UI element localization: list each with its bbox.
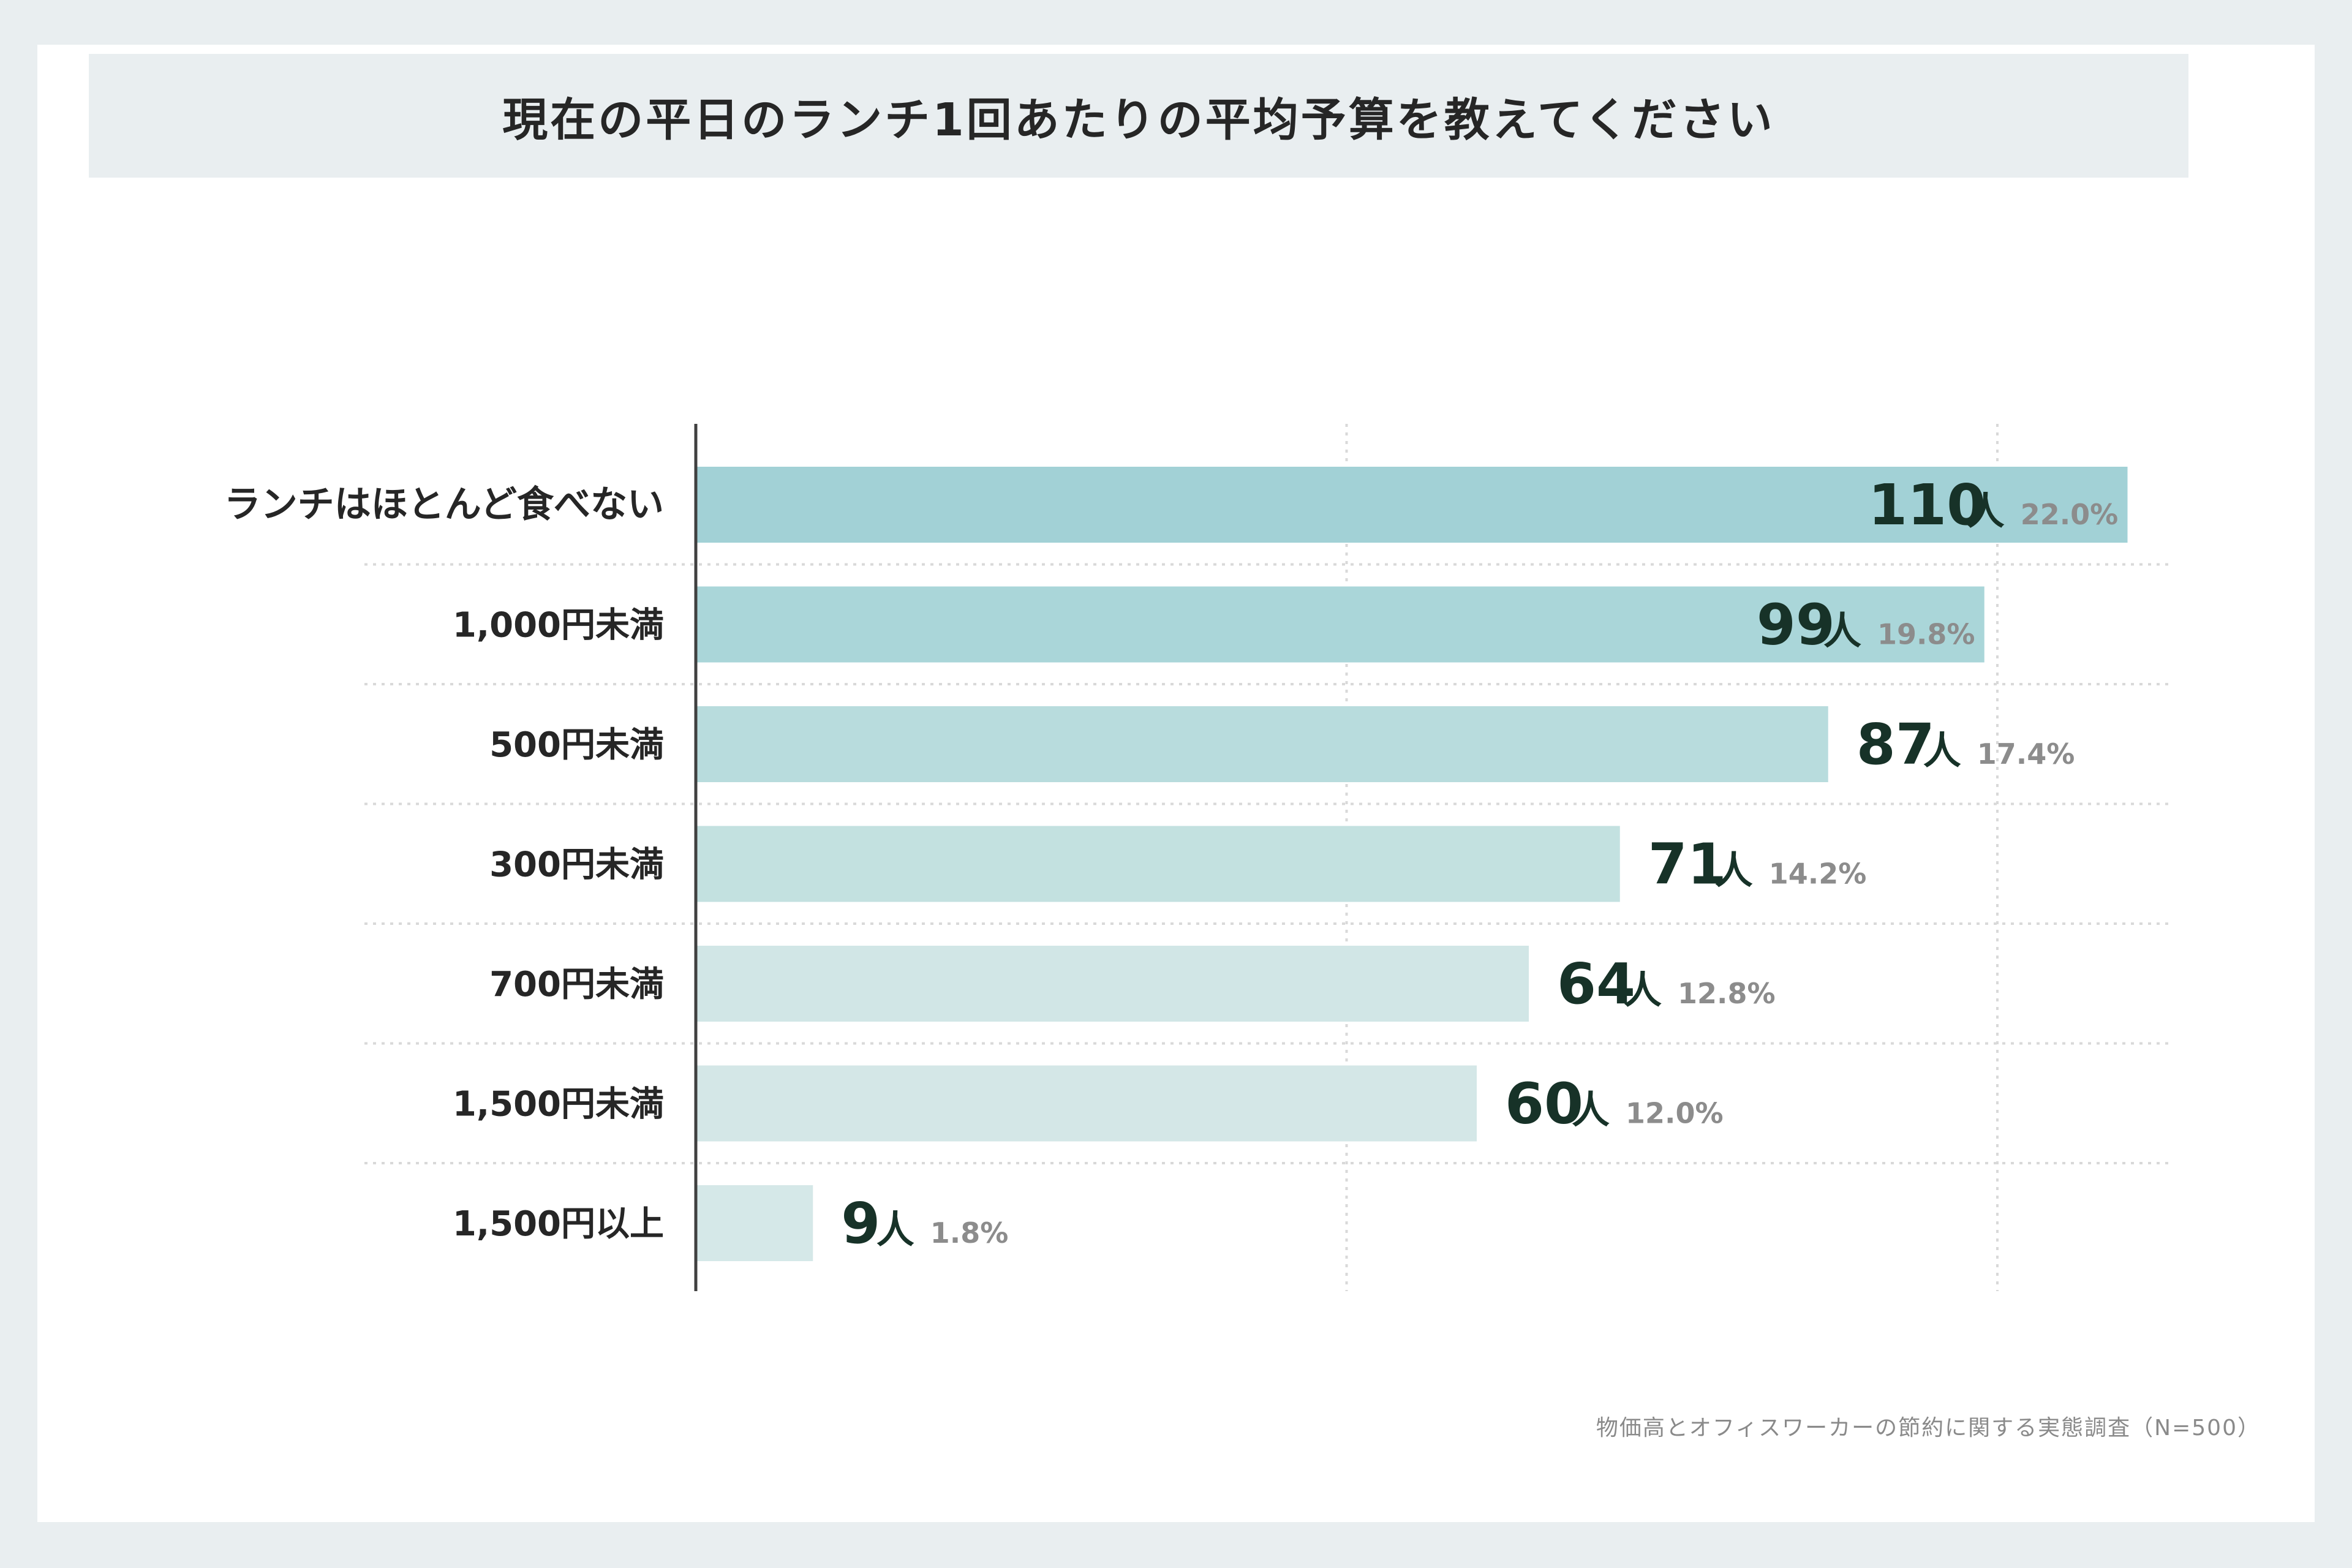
value-label-1: 110	[1868, 472, 1986, 538]
value-label-4: 71	[1648, 832, 1727, 897]
percent-label-3: 17.4%	[1977, 737, 2075, 771]
bar-5	[696, 946, 1529, 1022]
bar-1	[696, 467, 2128, 543]
category-label-5: 700円未満	[489, 965, 664, 1005]
value-unit-7: 人	[876, 1207, 914, 1252]
title-band: 現在の平日のランチ1回あたりの平均予算を教えてください	[89, 54, 2188, 178]
percent-label-5: 12.8%	[1678, 977, 1776, 1010]
percent-label-1: 22.0%	[2021, 498, 2119, 531]
value-unit-4: 人	[1715, 848, 1753, 893]
bar-6	[696, 1065, 1477, 1142]
value-label-6: 60	[1505, 1071, 1583, 1137]
value-unit-6: 人	[1572, 1088, 1610, 1133]
source-note: 物価高とオフィスワーカーの節約に関する実態調査（N=500）	[1596, 1415, 2261, 1441]
value-unit-2: 人	[1823, 609, 1861, 654]
value-unit-3: 人	[1923, 728, 1961, 773]
bar-3	[696, 706, 1828, 782]
percent-label-2: 19.8%	[1877, 618, 1975, 651]
grid-layer	[364, 424, 2171, 1291]
category-label-7: 1,500円以上	[453, 1204, 664, 1244]
percent-label-6: 12.0%	[1626, 1097, 1724, 1130]
category-label-1: ランチはほとんど食べない	[224, 483, 664, 526]
bar-7	[696, 1185, 813, 1261]
bar-2	[696, 586, 1985, 663]
category-label-4: 300円未満	[489, 845, 664, 885]
category-label-3: 500円未満	[489, 725, 664, 765]
percent-label-4: 14.2%	[1769, 858, 1867, 891]
percent-label-7: 1.8%	[930, 1216, 1009, 1250]
chart-title: 現在の平日のランチ1回あたりの平均予算を教えてください	[502, 93, 1775, 146]
bars-layer	[696, 467, 2128, 1261]
value-unit-1: 人	[1967, 489, 2005, 533]
bar-4	[696, 826, 1620, 902]
value-label-5: 64	[1557, 951, 1635, 1017]
category-label-2: 1,000円未満	[453, 606, 664, 646]
value-label-7: 9	[841, 1191, 880, 1256]
category-label-6: 1,500円未満	[453, 1085, 664, 1125]
value-label-3: 87	[1856, 712, 1935, 777]
value-unit-5: 人	[1624, 968, 1662, 1012]
chart-card	[37, 45, 2315, 1522]
value-label-2: 99	[1757, 592, 1835, 658]
